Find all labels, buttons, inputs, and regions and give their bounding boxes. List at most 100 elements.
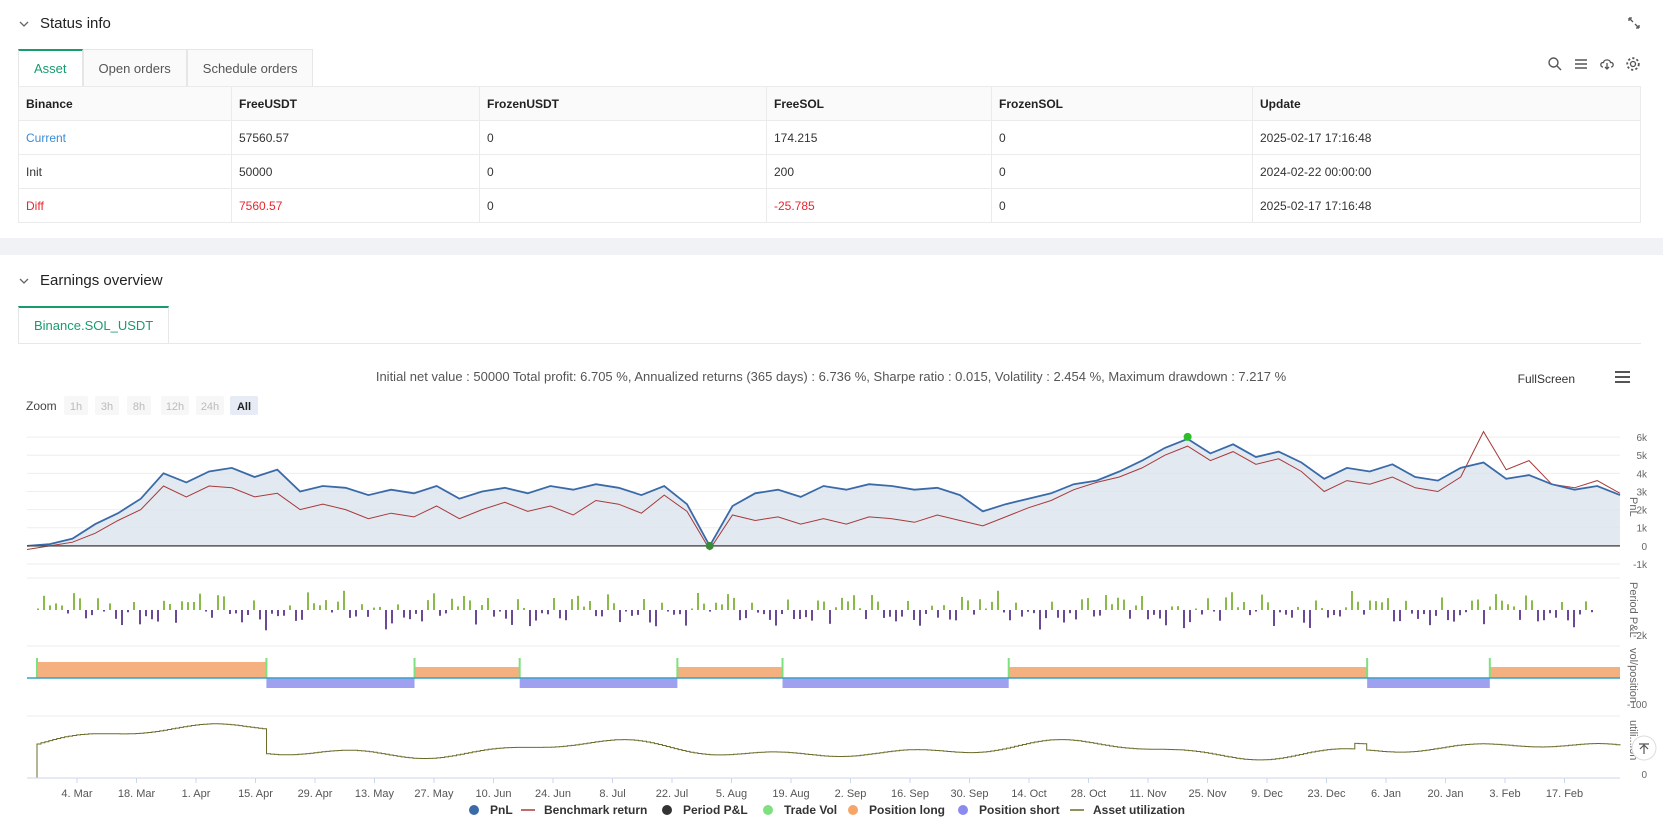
period-pnl-bar	[673, 610, 675, 615]
period-pnl-bar	[1129, 610, 1131, 619]
x-tick-label: 17. Feb	[1546, 788, 1583, 800]
table-cell: 50000	[231, 154, 480, 189]
y-tick-label: 2k	[1636, 506, 1648, 517]
period-pnl-bar	[1033, 610, 1035, 614]
period-pnl-bar	[1381, 602, 1383, 610]
position-short-bar	[266, 678, 415, 688]
table-toolbar	[1547, 56, 1641, 72]
period-pnl-bar	[709, 610, 711, 612]
period-pnl-bar	[379, 606, 381, 610]
position-short-bar	[519, 678, 678, 688]
period-pnl-bar	[907, 600, 909, 610]
period-pnl-bar	[445, 610, 447, 614]
period-pnl-bar	[121, 610, 123, 626]
period-pnl-bar	[1321, 608, 1323, 610]
legend-marker[interactable]	[763, 805, 773, 815]
menu-icon[interactable]	[1615, 371, 1630, 383]
period-pnl-bar	[637, 610, 639, 615]
period-pnl-bar	[247, 610, 249, 615]
tab-asset[interactable]: Asset	[18, 49, 83, 86]
x-tick-label: 20. Jan	[1427, 788, 1463, 800]
earnings-section-header[interactable]: Earnings overview	[18, 272, 163, 289]
x-tick-label: 22. Jul	[656, 788, 688, 800]
period-pnl-bar	[613, 603, 615, 610]
period-pnl-bar	[847, 601, 849, 610]
position-long-bar	[37, 662, 267, 678]
period-pnl-bar	[919, 610, 921, 626]
period-pnl-bar	[823, 601, 825, 610]
period-pnl-bar	[157, 610, 159, 622]
column-header: FreeUSDT	[231, 86, 480, 121]
legend-marker[interactable]	[662, 805, 672, 815]
period-pnl-bar	[1459, 610, 1461, 616]
period-pnl-bar	[1009, 610, 1011, 621]
legend-marker[interactable]	[958, 805, 968, 815]
tab-open-orders[interactable]: Open orders	[82, 49, 187, 86]
period-pnl-bar	[829, 610, 831, 624]
period-pnl-bar	[1267, 602, 1269, 610]
period-pnl-bar	[1087, 598, 1089, 610]
period-pnl-bar	[781, 610, 783, 615]
period-pnl-bar	[1057, 610, 1059, 618]
zoom-button-bg[interactable]	[230, 396, 258, 415]
zoom-button-bg[interactable]	[64, 396, 88, 415]
y-tick-label: -1k	[1633, 560, 1648, 571]
y-tick-label: 5k	[1636, 451, 1648, 462]
period-pnl-bar	[457, 606, 459, 610]
zoom-button-24h: 24h	[201, 401, 219, 413]
earnings-chart[interactable]: Initial net value : 50000 Total profit: …	[0, 340, 1663, 822]
x-tick-label: 3. Feb	[1489, 788, 1520, 800]
legend-item: PnL	[490, 803, 513, 817]
list-icon[interactable]	[1573, 56, 1589, 72]
period-pnl-bar	[1549, 610, 1551, 614]
period-pnl-bar	[1525, 595, 1527, 610]
period-pnl-bar	[1345, 607, 1347, 610]
x-tick-label: 4. Mar	[61, 788, 93, 800]
period-pnl-bar	[529, 610, 531, 627]
period-pnl-bar	[205, 610, 207, 612]
period-pnl-bar	[1255, 610, 1257, 612]
period-pnl-bar	[451, 598, 453, 610]
x-tick-label: 16. Sep	[891, 788, 929, 800]
period-pnl-bar	[1543, 610, 1545, 621]
zoom-button-bg[interactable]	[196, 396, 224, 415]
settings-icon[interactable]	[1625, 56, 1641, 72]
status-section-header[interactable]: Status info	[18, 15, 111, 32]
period-pnl-bar	[703, 603, 705, 610]
table-row: Current 57560.57 0 174.215 0 2025-02-17 17:16…	[18, 120, 1641, 155]
expand-icon[interactable]	[1627, 16, 1641, 30]
period-pnl-bar	[193, 601, 195, 610]
search-icon[interactable]	[1547, 56, 1563, 72]
period-pnl-bar	[649, 610, 651, 623]
period-pnl-bar	[115, 610, 117, 619]
legend-marker[interactable]	[848, 805, 858, 815]
legend-marker[interactable]	[469, 805, 479, 815]
chevron-down-icon[interactable]	[18, 18, 30, 30]
zoom-button-bg[interactable]	[161, 396, 189, 415]
period-pnl-bar	[931, 605, 933, 610]
period-pnl-bar	[67, 610, 69, 614]
chevron-down-icon[interactable]	[18, 275, 30, 287]
period-pnl-bar	[799, 610, 801, 619]
zoom-button-All: All	[237, 401, 251, 413]
period-pnl-bar	[499, 610, 501, 612]
zoom-button-bg[interactable]	[127, 396, 151, 415]
tab-schedule-orders[interactable]: Schedule orders	[186, 49, 314, 86]
period-pnl-bar	[979, 599, 981, 610]
period-pnl-bar	[1471, 600, 1473, 610]
section-title: Earnings overview	[40, 272, 163, 289]
tab-binance-sol-usdt[interactable]: Binance.SOL_USDT	[18, 306, 170, 343]
period-pnl-bar	[169, 604, 171, 610]
cloud-download-icon[interactable]	[1599, 56, 1615, 72]
period-pnl-bar	[517, 599, 519, 610]
zoom-button-bg[interactable]	[95, 396, 119, 415]
period-pnl-bar	[1399, 610, 1401, 622]
period-pnl-bar	[985, 608, 987, 610]
arrow-up-icon[interactable]	[1639, 743, 1649, 754]
period-pnl-bar	[73, 593, 75, 610]
period-pnl-bar	[1159, 610, 1161, 619]
util-tick-label: 0	[1641, 770, 1647, 781]
period-pnl-bar	[1411, 610, 1413, 614]
period-pnl-bar	[835, 607, 837, 610]
period-pnl-bar	[1375, 601, 1377, 610]
